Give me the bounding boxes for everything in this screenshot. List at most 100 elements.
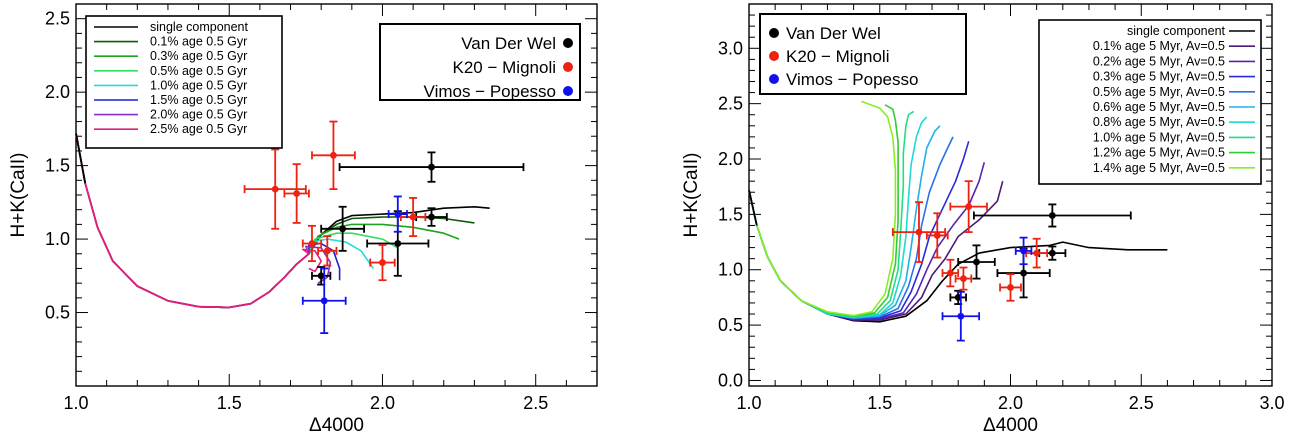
- data-marker: [394, 240, 402, 247]
- data-marker: [957, 312, 965, 320]
- legend-entry: K20 − Mignoli: [453, 58, 573, 77]
- model-curve: [748, 141, 970, 320]
- model-curve: [75, 133, 322, 309]
- x-tick-label: 1.0: [736, 393, 761, 413]
- legend-entry: 0.5% age 0.5 Gyr: [94, 64, 247, 78]
- model-curve: [75, 133, 490, 309]
- legend-entry: 0.1% age 5 Myr, Av=0.5: [1093, 39, 1255, 53]
- model-curve-base: [75, 133, 87, 184]
- y-axis-label: H+K(CaII): [8, 153, 29, 238]
- data-marker: [379, 259, 386, 266]
- data-point: [925, 212, 949, 259]
- legend-entry: 0.2% age 5 Myr, Av=0.5: [1093, 54, 1255, 68]
- data-marker: [428, 163, 435, 171]
- model-curve: [748, 180, 1004, 321]
- y-tick-label: 1.5: [718, 204, 743, 224]
- legend-box: [759, 13, 967, 95]
- y-tick-label: 1.0: [718, 260, 743, 280]
- legend-label: 0.5% age 5 Myr, Av=0.5: [1093, 85, 1225, 99]
- legend-entry: single component: [1127, 24, 1255, 38]
- data-point: [301, 267, 347, 335]
- model-curve: [748, 100, 897, 317]
- data-point: [311, 120, 356, 191]
- data-point: [283, 163, 310, 224]
- legend-marker: [563, 38, 573, 48]
- y-tick-label: 0.5: [45, 303, 70, 323]
- legend-entry: Vimos − Popesso: [769, 70, 918, 89]
- legend-entry: Van Der Wel: [769, 24, 881, 43]
- data-marker: [960, 275, 967, 282]
- data-point: [311, 266, 332, 286]
- legend-label: 1.0% age 5 Myr, Av=0.5: [1093, 130, 1225, 144]
- data-point: [949, 180, 988, 233]
- data-legend: Van Der Wel K20 − Mignoli Vimos − Popesso: [379, 23, 581, 101]
- legend-label: 1.0% age 0.5 Gyr: [150, 78, 247, 92]
- legend-label: 2.5% age 0.5 Gyr: [150, 122, 247, 136]
- data-marker: [1048, 249, 1056, 257]
- data-marker: [954, 294, 962, 301]
- data-marker: [293, 190, 301, 197]
- legend-label: 1.2% age 5 Myr, Av=0.5: [1093, 146, 1225, 160]
- legend-label: single component: [1127, 24, 1226, 38]
- model-curve-base: [75, 133, 310, 309]
- legend-box: [379, 23, 581, 101]
- y-tick-label: 2.0: [45, 82, 70, 102]
- legend-label: Van Der Wel: [786, 24, 881, 43]
- legend-entry: Van Der Wel: [461, 34, 573, 53]
- legend-label: 2.0% age 0.5 Gyr: [150, 108, 247, 122]
- data-marker: [973, 258, 980, 266]
- legend-entry: 0.3% age 0.5 Gyr: [94, 49, 247, 63]
- legend-label: 0.3% age 5 Myr, Av=0.5: [1093, 70, 1225, 84]
- legend-label: K20 − Mignoli: [786, 47, 889, 66]
- legend-entry: 2.0% age 0.5 Gyr: [94, 108, 247, 122]
- model-curves: [748, 100, 1168, 323]
- legend-marker: [769, 51, 779, 61]
- data-point: [369, 244, 396, 282]
- y-tick-label: 2.0: [718, 149, 743, 169]
- y-tick-label: 2.5: [45, 9, 70, 29]
- data-marker: [1048, 212, 1056, 219]
- data-marker: [330, 151, 337, 159]
- data-point: [1038, 245, 1067, 261]
- legend-label: Vimos − Popesso: [786, 70, 918, 89]
- data-point: [1014, 236, 1033, 266]
- x-tick-label: 1.5: [867, 393, 892, 413]
- y-tick-label: 3.0: [718, 38, 743, 58]
- model-curve: [75, 133, 341, 309]
- legend-entry: 1.0% age 0.5 Gyr: [94, 78, 247, 92]
- legend-entry: 1.5% age 0.5 Gyr: [94, 93, 247, 107]
- data-marker: [1007, 284, 1014, 291]
- legend-marker: [563, 86, 573, 96]
- legend-label: 0.1% age 5 Myr, Av=0.5: [1093, 39, 1225, 53]
- x-tick-label: 2.0: [370, 393, 395, 413]
- legend-entry: 0.6% age 5 Myr, Av=0.5: [1093, 100, 1255, 114]
- data-point: [317, 235, 338, 267]
- legend-entry: K20 − Mignoli: [769, 47, 889, 66]
- left-plot: 1.0 1.5 2.0 2.5 0.5 1.0 1.5 2.0 2.5 Δ4000 H+K(CaII…: [8, 3, 598, 436]
- data-point: [387, 195, 408, 233]
- x-axis-label: Δ4000: [983, 415, 1038, 436]
- data-marker: [915, 228, 923, 236]
- data-point: [949, 289, 967, 305]
- legend-marker: [769, 28, 779, 38]
- legend-label: 0.5% age 0.5 Gyr: [150, 64, 247, 78]
- legend-label: K20 − Mignoli: [453, 58, 556, 77]
- data-point: [941, 290, 981, 342]
- legend-entry: 1.0% age 5 Myr, Av=0.5: [1093, 130, 1255, 144]
- data-points: [891, 180, 1132, 342]
- data-point: [954, 266, 973, 291]
- data-point: [399, 197, 427, 238]
- x-tick-label: 3.0: [1259, 393, 1284, 413]
- x-tick-label: 2.5: [523, 393, 548, 413]
- model-curve: [748, 104, 899, 317]
- legend-box: [1038, 19, 1262, 185]
- legend-entry: Vimos − Popesso: [424, 82, 573, 101]
- legend-entry: 2.5% age 0.5 Gyr: [94, 122, 247, 136]
- legend-label: 1.5% age 0.5 Gyr: [150, 93, 247, 107]
- legend-entry: 0.8% age 5 Myr, Av=0.5: [1093, 115, 1255, 129]
- data-marker: [428, 213, 435, 221]
- model-curve: [748, 125, 941, 319]
- legend-entry: 0.1% age 0.5 Gyr: [94, 35, 247, 49]
- y-axis-label: H+K(CaII): [681, 153, 702, 238]
